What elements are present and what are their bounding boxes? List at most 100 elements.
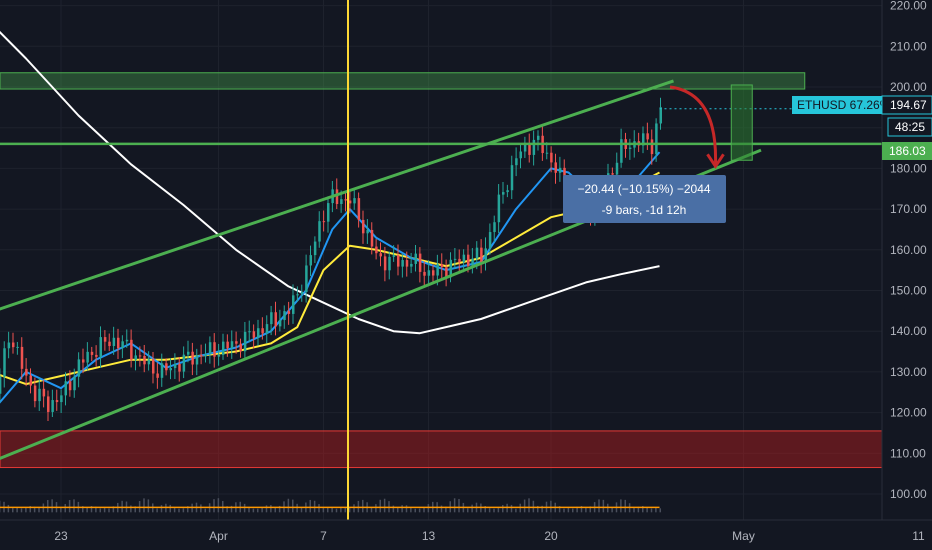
candle-body bbox=[611, 173, 614, 175]
countdown-background bbox=[887, 117, 932, 137]
candle-body bbox=[261, 328, 264, 334]
support-zone bbox=[0, 430, 883, 469]
price-tick-label: 180.00 bbox=[890, 161, 927, 175]
candle-body bbox=[152, 359, 155, 374]
time-tick-label: 13 bbox=[422, 529, 436, 543]
price-axis-background bbox=[882, 0, 932, 520]
candle-body bbox=[195, 355, 199, 365]
volume-bar bbox=[147, 499, 150, 513]
volume-bar bbox=[73, 499, 75, 513]
volume-bar bbox=[121, 500, 123, 513]
candle-body bbox=[3, 348, 6, 377]
candle-body bbox=[217, 354, 221, 357]
price-tick-label: 170.00 bbox=[890, 202, 927, 216]
candle-body bbox=[47, 396, 50, 412]
price-axis[interactable]: 100.00 110.00 120.00 130.00 140.00 150.00 160.… bbox=[881, 0, 932, 520]
volume-bar bbox=[270, 505, 272, 513]
candle-body bbox=[121, 341, 124, 349]
measure-tooltip[interactable]: −20.44 (−10.15%) −2044 -9 bars, -1d 12h bbox=[563, 175, 726, 223]
volume-bar bbox=[353, 504, 355, 513]
volume-bar bbox=[650, 508, 653, 513]
volume-bar bbox=[47, 500, 49, 513]
candle-body bbox=[414, 253, 417, 264]
volume-bar bbox=[655, 507, 657, 513]
candle-body bbox=[462, 254, 466, 263]
volume-bar bbox=[318, 504, 320, 513]
level-badge[interactable]: 186.03 bbox=[882, 142, 932, 160]
volume-bar bbox=[532, 500, 535, 513]
volume-bar bbox=[502, 505, 504, 513]
candle-body bbox=[392, 255, 396, 257]
volume-bar bbox=[497, 507, 500, 513]
time-tick-label: 11 bbox=[912, 529, 925, 543]
volume-bar bbox=[309, 499, 311, 513]
volume-bar bbox=[287, 498, 290, 513]
candle-body bbox=[20, 346, 24, 369]
volume-bar bbox=[344, 507, 346, 513]
volume-bar bbox=[64, 504, 66, 513]
candle-body bbox=[458, 258, 461, 263]
volume-bar bbox=[217, 498, 220, 513]
candle-body bbox=[519, 151, 522, 159]
volume-bar bbox=[322, 507, 325, 513]
volume-bar bbox=[29, 506, 31, 513]
candle-body bbox=[283, 311, 286, 321]
candle-body bbox=[510, 165, 514, 191]
volume-bar bbox=[173, 507, 176, 513]
price-tick-label: 150.00 bbox=[890, 284, 927, 298]
candle-body bbox=[230, 341, 234, 348]
volume-bar bbox=[331, 507, 333, 513]
candle-body bbox=[68, 381, 72, 391]
price-tick-label: 140.00 bbox=[890, 324, 927, 338]
candle-body bbox=[248, 331, 251, 333]
candle-body bbox=[99, 337, 102, 357]
volume-bar bbox=[484, 505, 486, 513]
volume-bar bbox=[646, 507, 648, 513]
candle-body bbox=[243, 331, 247, 352]
volume-bar bbox=[178, 508, 180, 513]
candle-body bbox=[453, 258, 457, 260]
candle-body bbox=[147, 359, 151, 365]
candle-body bbox=[191, 351, 194, 365]
candle-body bbox=[33, 385, 37, 402]
candle-body bbox=[226, 341, 229, 348]
candle-body bbox=[388, 256, 391, 271]
volume-bar bbox=[130, 505, 132, 513]
price-tick-label: 160.00 bbox=[890, 243, 927, 257]
candle-body bbox=[287, 311, 291, 314]
volume-bar bbox=[589, 506, 591, 513]
countdown-text: 48:25 bbox=[895, 120, 925, 134]
candle-body bbox=[12, 342, 15, 348]
candle-body bbox=[348, 200, 352, 204]
volume-bar bbox=[642, 505, 644, 513]
time-axis-background bbox=[0, 520, 932, 550]
candle-body bbox=[7, 342, 11, 349]
candle-body bbox=[38, 388, 41, 402]
price-tick-label: 130.00 bbox=[890, 365, 927, 379]
candle-body bbox=[274, 312, 277, 327]
candle-body bbox=[112, 337, 116, 347]
candle-body bbox=[278, 320, 282, 327]
volume-bar bbox=[488, 508, 491, 513]
candle-body bbox=[60, 395, 63, 403]
candle-body bbox=[55, 400, 59, 403]
candle-body bbox=[42, 388, 46, 397]
volume-bar bbox=[576, 506, 578, 513]
target-box bbox=[730, 84, 753, 161]
volume-bar bbox=[112, 506, 115, 513]
candle-body bbox=[655, 123, 658, 155]
candle-body bbox=[558, 167, 562, 173]
volume-bar bbox=[558, 506, 561, 513]
candle-body bbox=[484, 248, 487, 263]
time-tick-label: 23 bbox=[54, 529, 68, 543]
last-price-badge[interactable]: ETHUSD 67.26% 194.67 bbox=[792, 95, 932, 115]
candle-body bbox=[305, 265, 308, 293]
volume-bar bbox=[440, 505, 443, 513]
time-axis[interactable]: 23Apr71320May1118 bbox=[0, 519, 932, 550]
candle-body bbox=[169, 368, 172, 371]
candle-body bbox=[471, 258, 474, 266]
volume-bar bbox=[659, 508, 661, 513]
volume-bar bbox=[33, 506, 36, 513]
candle-body bbox=[173, 363, 177, 369]
